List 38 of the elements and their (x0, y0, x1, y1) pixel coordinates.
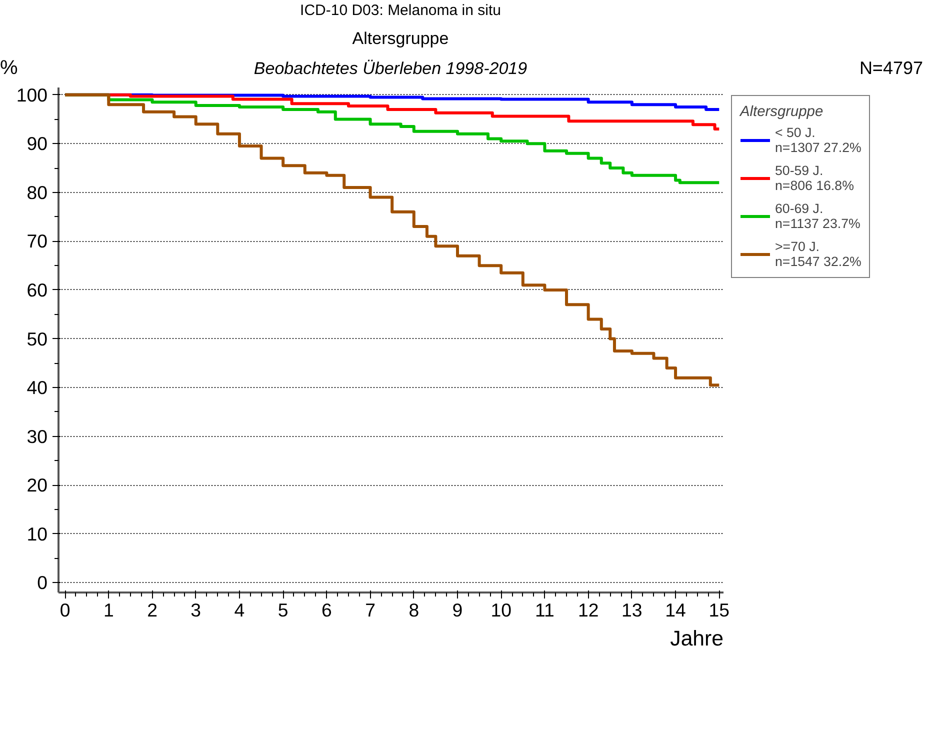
x-tick-label: 4 (234, 600, 245, 620)
y-tick-label: 0 (37, 572, 48, 594)
x-tick-label: 5 (278, 600, 288, 620)
legend-title: Altersgruppe (740, 104, 824, 120)
y-tick-label: 100 (16, 84, 48, 106)
y-tick-label: 90 (26, 133, 48, 154)
x-tick-label: 7 (365, 600, 376, 620)
x-tick-label: 9 (452, 600, 463, 620)
y-tick-label: 40 (26, 377, 48, 398)
y-tick-label: 10 (26, 523, 48, 544)
x-tick-label: 11 (535, 600, 554, 620)
legend-label: 50-59 J. n=806 16.8% (775, 163, 854, 193)
x-tick-label: 10 (490, 600, 512, 620)
x-tick-label: 13 (622, 600, 642, 620)
chart-subtitle: Altersgruppe (352, 28, 449, 49)
legend-label: 60-69 J. n=1137 23.7% (775, 201, 860, 231)
y-tick-label: 70 (26, 230, 48, 252)
text: Beobachtetes Überleben 1998-2019 (254, 58, 528, 79)
x-tick-label: 8 (408, 600, 420, 620)
y-tick-label: 60 (26, 279, 48, 300)
y-tick-label: 30 (26, 426, 48, 447)
x-tick-label: 1 (103, 600, 114, 620)
x-tick-label: 2 (147, 600, 158, 620)
legend-label: < 50 J. n=1307 27.2% (775, 125, 862, 155)
x-tick-label: 14 (665, 600, 686, 620)
x-tick-label: 12 (578, 600, 599, 620)
x-tick-label: 6 (321, 600, 332, 620)
x-axis-title: Jahre (670, 626, 724, 650)
legend-label: >=70 J. n=1547 32.2% (775, 239, 862, 269)
y-tick-label: 20 (26, 474, 48, 496)
x-tick-label: 0 (60, 600, 70, 620)
chart-title: ICD-10 D03: Melanoma in situ (300, 1, 501, 21)
x-tick-label: 3 (190, 600, 202, 620)
y-tick-label: 80 (26, 182, 48, 203)
text: N=4797 (859, 58, 923, 79)
x-tick-label: 15 (708, 600, 730, 620)
y-axis-title: % (0, 57, 18, 79)
y-tick-label: 50 (26, 328, 48, 350)
